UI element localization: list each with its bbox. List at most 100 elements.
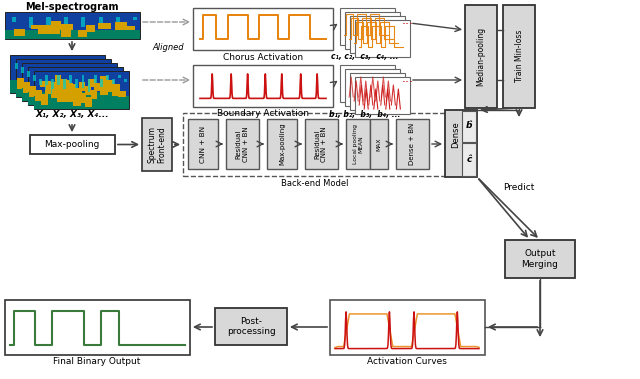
Bar [370,119,388,169]
Bar [183,113,448,176]
Bar [115,22,127,30]
Text: ...: ... [402,72,414,85]
Bar [85,86,92,95]
Bar [82,75,90,83]
Bar [30,135,115,154]
Bar [48,78,55,90]
Bar [100,70,103,81]
Bar [51,25,60,34]
Bar [51,21,61,30]
Text: Final Binary Output: Final Binary Output [53,357,141,366]
Text: b₁, b₂,  b₃,  b₄, ...: b₁, b₂, b₃, b₄, ... [330,110,401,119]
Bar [54,76,64,84]
Bar [505,240,575,278]
Text: CNN + BN: CNN + BN [200,125,206,163]
Bar [61,80,70,88]
Bar [67,89,75,102]
Bar [45,82,54,94]
Bar [100,77,108,88]
Bar [100,78,108,85]
Bar [64,17,68,25]
Bar [43,67,49,80]
Bar [88,69,96,80]
Bar [124,78,127,82]
Bar [70,67,72,80]
Bar [118,91,125,97]
Bar [28,92,123,105]
Bar [92,89,97,99]
Bar [93,75,102,81]
Text: b̂: b̂ [466,122,472,130]
Bar [29,17,33,28]
Text: Median-pooling: Median-pooling [477,27,486,86]
Bar [116,17,120,25]
Bar [54,81,61,94]
Bar [57,75,60,85]
Bar [99,23,111,29]
Bar [27,70,29,77]
Bar [111,86,120,93]
Bar [86,25,95,32]
Text: Activation Curves: Activation Curves [367,357,447,366]
Bar [31,25,47,29]
Bar [34,71,129,109]
Bar [355,20,410,57]
Bar [12,17,16,22]
Bar [82,67,84,78]
Bar [88,78,90,92]
Bar [39,78,48,90]
Text: Predict: Predict [503,183,534,193]
Bar [35,90,42,102]
Text: ...: ... [402,14,414,27]
Bar [106,83,114,89]
Bar [100,78,102,90]
Bar [94,67,97,77]
Bar [5,300,190,355]
Text: c₁, c₂,  c₃,  c₄, ...: c₁, c₂, c₃, c₄, ... [332,53,399,61]
Bar [106,80,114,92]
Bar [51,63,54,73]
Bar [350,73,405,110]
Bar [20,67,24,73]
Text: Output
Merging: Output Merging [522,249,559,269]
Text: Chorus Activation: Chorus Activation [223,53,303,61]
Bar [142,118,172,171]
Bar [17,78,24,89]
Bar [33,67,36,81]
Bar [76,70,79,84]
Bar [76,71,84,79]
Bar [28,67,123,105]
Bar [345,69,400,106]
Bar [66,90,73,102]
Bar [78,30,87,38]
Bar [39,63,42,73]
Bar [47,17,51,25]
Text: Back-end Model: Back-end Model [281,179,349,188]
Bar [79,93,86,103]
Text: Aligned: Aligned [152,44,184,53]
Bar [340,8,395,45]
Bar [49,71,55,84]
Bar [226,119,259,169]
Bar [67,84,76,92]
Bar [22,63,117,101]
Bar [46,85,57,91]
Bar [45,67,48,77]
Bar [61,81,68,91]
Bar [5,12,140,39]
Bar [100,63,103,66]
Bar [118,75,121,78]
Bar [106,75,109,85]
Bar [79,81,85,91]
Bar [73,88,82,96]
Bar [28,73,39,79]
Bar [345,12,400,49]
Text: Max-pooling: Max-pooling [44,140,100,149]
Bar [76,78,78,89]
Bar [42,74,49,86]
Text: Spectrum
Front-end: Spectrum Front-end [147,126,166,163]
Bar [462,143,476,176]
Bar [188,119,218,169]
Bar [112,70,115,74]
Text: X₁, X₂, X₃, X₄...: X₁, X₂, X₃, X₄... [35,111,109,119]
